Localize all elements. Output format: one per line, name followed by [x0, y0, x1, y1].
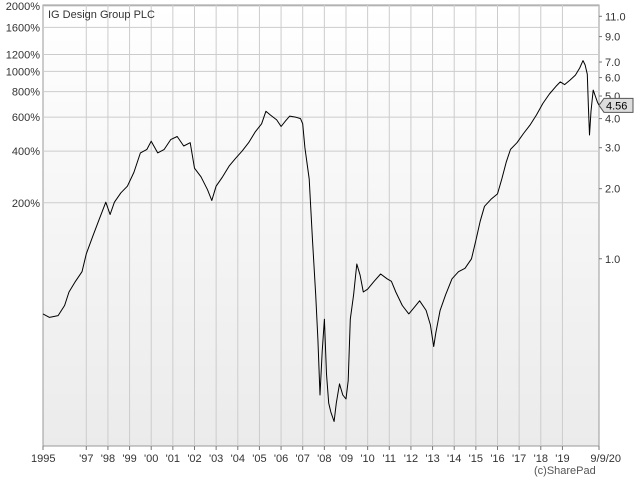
- x-tick-label: '14: [447, 453, 461, 465]
- last-price-label: 4.56: [606, 100, 627, 112]
- left-tick-label: 2000%: [6, 1, 40, 13]
- last-price-badge: 4.56: [598, 97, 634, 113]
- x-tick-label: '17: [512, 453, 526, 465]
- x-tick-label: '00: [144, 453, 158, 465]
- right-tick-label: 3.0: [605, 143, 620, 155]
- right-tick-label: 6.0: [605, 73, 620, 85]
- x-tick-label: '04: [231, 453, 245, 465]
- right-tick-label: 4.0: [605, 114, 620, 126]
- x-tick-label: '02: [187, 453, 201, 465]
- x-tick-label: '11: [383, 453, 397, 465]
- x-axis: 1995 '97 '98 '99 '00 '01 '02 '03 '04 '05 '06 '07 '08…: [31, 446, 621, 465]
- left-tick-label: 200%: [12, 198, 40, 210]
- left-tick-label: 1600%: [6, 22, 40, 34]
- price-line: [42, 60, 600, 422]
- right-axis-price: 11.09.07.06.05.04.03.02.01.0: [599, 11, 626, 266]
- right-tick-label: 1.0: [605, 254, 620, 266]
- x-tick-label: '07: [296, 453, 310, 465]
- chart-title: IG Design Group PLC: [48, 9, 155, 21]
- x-tick-label: '08: [317, 453, 331, 465]
- grid-lines: [43, 5, 599, 446]
- x-tick-label: '06: [274, 453, 288, 465]
- left-tick-label: 1200%: [6, 49, 40, 61]
- left-tick-label: 800%: [12, 87, 40, 99]
- right-tick-label: 7.0: [605, 57, 620, 69]
- x-tick-label: '03: [209, 453, 223, 465]
- right-tick-label: 9.0: [605, 32, 620, 44]
- right-tick-label: 11.0: [605, 11, 626, 23]
- x-tick-label: 1995: [31, 453, 55, 465]
- x-tick-label: '18: [534, 453, 548, 465]
- x-tick-label: '13: [425, 453, 439, 465]
- x-tick-label: '15: [469, 453, 483, 465]
- x-tick-label: '09: [339, 453, 353, 465]
- x-tick-label: '16: [490, 453, 504, 465]
- left-tick-label: 1000%: [6, 66, 40, 78]
- x-tick-label: '01: [166, 453, 180, 465]
- x-tick-label: '10: [360, 453, 374, 465]
- x-tick-label: '97: [79, 453, 93, 465]
- right-tick-label: 2.0: [605, 184, 620, 196]
- left-tick-label: 400%: [12, 146, 40, 158]
- x-tick-label: '19: [555, 453, 569, 465]
- x-tick-label: '12: [404, 453, 418, 465]
- copyright-credit: (c)SharePad: [534, 465, 596, 477]
- x-tick-label: 9/9/20: [590, 453, 621, 465]
- x-tick-label: '99: [122, 453, 136, 465]
- left-tick-label: 600%: [12, 112, 40, 124]
- x-tick-label: '05: [252, 453, 266, 465]
- left-axis-percent: 2000% 1600% 1200% 1000% 800% 600% 400% 200%: [6, 1, 40, 210]
- price-series: [42, 60, 600, 422]
- x-tick-label: '98: [101, 453, 115, 465]
